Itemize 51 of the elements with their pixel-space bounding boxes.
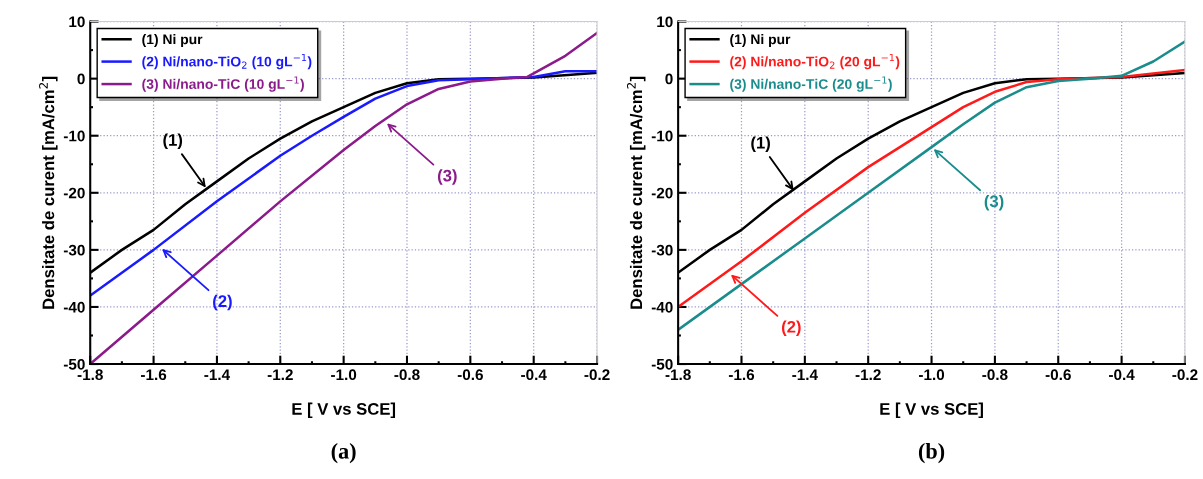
legend-label: (2) Ni/nano-TiO$_{2}$ (10 gL$^{−1}$): [142, 53, 312, 70]
y-tick-label: 0: [665, 73, 673, 85]
annotation: (2): [781, 320, 801, 337]
annotation: (2): [213, 294, 232, 311]
x-tick-label: -1.2: [855, 369, 881, 380]
x-tick-label: -1.0: [331, 369, 357, 381]
y-tick-label: -50: [63, 358, 85, 370]
legend-label: (3) Ni/nano-TiC (10 gL$^{−1}$): [142, 76, 304, 92]
y-axis-title: Densitate de curent [mA/cm$^{2}$]: [39, 76, 58, 309]
y-tick-label: 0: [77, 73, 85, 85]
x-tick-label: -0.6: [1045, 369, 1071, 381]
x-tick-label: -1.8: [665, 369, 691, 381]
legend-label: (2) Ni/nano-TiO$_{2}$ (20 gL$^{−1}$): [730, 53, 900, 70]
x-axis-title: E [ V vs SCE]: [880, 402, 983, 419]
y-tick-label: -10: [651, 130, 673, 142]
y-tick-label: -40: [651, 301, 673, 313]
x-tick-label: -1.4: [792, 369, 818, 380]
x-tick-label: -1.6: [141, 369, 167, 381]
text: (a): [331, 443, 356, 464]
x-tick-label: -1.8: [77, 369, 103, 381]
legend-label: (3) Ni/nano-TiC (20 gL$^{−1}$): [730, 76, 892, 92]
x-tick-label: -1.2: [267, 369, 293, 380]
y-tick-label: 10: [657, 16, 673, 28]
x-axis-title: E [ V vs SCE]: [292, 402, 396, 419]
y-axis-title: Densitate de curent [mA/cm$^{2}$]: [626, 76, 646, 309]
y-tick-label: -20: [651, 187, 673, 199]
legend-label: (1) Ni pur: [142, 34, 203, 47]
x-tick-label: -0.8: [394, 369, 420, 381]
line-series: [678, 68, 1185, 309]
x-tick-label: -1.6: [728, 369, 755, 381]
annotation: (3): [984, 194, 1004, 211]
y-tick-label: -20: [63, 187, 85, 199]
y-tick-label: -30: [63, 244, 85, 256]
x-tick-label: -0.8: [982, 369, 1008, 381]
x-tick-label: -0.4: [1109, 369, 1135, 381]
y-tick-label: -10: [63, 130, 85, 142]
text: (b): [918, 443, 945, 464]
annotation: (1): [163, 133, 183, 150]
y-tick-label: -50: [651, 358, 673, 370]
y-tick-label: -40: [63, 301, 85, 313]
x-tick-label: -0.2: [1172, 369, 1198, 381]
legend-label: (1) Ni pur: [730, 34, 791, 47]
x-tick-label: -0.2: [584, 369, 610, 381]
x-tick-label: -1.0: [918, 369, 945, 381]
y-tick-label: 10: [69, 16, 85, 28]
y-tick-label: -30: [651, 244, 673, 256]
annotation: (1): [751, 136, 770, 152]
x-tick-label: -1.4: [204, 369, 231, 380]
x-tick-label: -0.4: [521, 369, 547, 381]
x-tick-label: -0.6: [457, 369, 483, 381]
annotation: (3): [437, 169, 457, 185]
